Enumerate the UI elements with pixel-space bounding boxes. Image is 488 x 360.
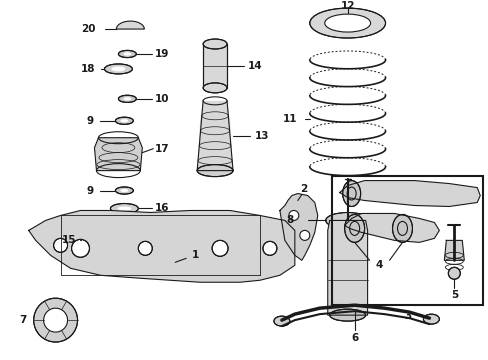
- Ellipse shape: [118, 50, 136, 58]
- Polygon shape: [344, 213, 439, 242]
- Ellipse shape: [288, 211, 298, 220]
- Ellipse shape: [423, 314, 439, 324]
- Text: 14: 14: [247, 61, 262, 71]
- Ellipse shape: [71, 239, 89, 257]
- Text: 4: 4: [375, 260, 383, 270]
- Ellipse shape: [117, 207, 131, 211]
- Polygon shape: [116, 21, 144, 29]
- Ellipse shape: [329, 309, 365, 321]
- Ellipse shape: [123, 97, 131, 100]
- Text: 2: 2: [300, 184, 307, 194]
- Ellipse shape: [80, 230, 135, 250]
- Text: 18: 18: [81, 64, 96, 74]
- Ellipse shape: [118, 95, 136, 103]
- Text: 9: 9: [87, 185, 94, 195]
- Text: 20: 20: [81, 24, 96, 34]
- Text: 13: 13: [254, 131, 268, 141]
- Polygon shape: [94, 138, 142, 171]
- Ellipse shape: [299, 230, 309, 240]
- Ellipse shape: [120, 189, 128, 192]
- Bar: [203, 44, 226, 88]
- Polygon shape: [327, 220, 367, 315]
- Text: 5: 5: [450, 290, 457, 300]
- Ellipse shape: [111, 67, 125, 71]
- Ellipse shape: [325, 212, 369, 229]
- Text: 12: 12: [340, 1, 354, 11]
- Ellipse shape: [342, 181, 360, 207]
- Ellipse shape: [34, 298, 78, 342]
- Text: 7: 7: [19, 315, 26, 325]
- Polygon shape: [197, 101, 233, 171]
- Ellipse shape: [203, 39, 226, 49]
- Text: 9: 9: [87, 116, 94, 126]
- Text: 19: 19: [155, 49, 169, 59]
- Text: 15: 15: [61, 235, 76, 246]
- Text: 16: 16: [155, 203, 169, 213]
- Polygon shape: [279, 194, 317, 260]
- Text: 6: 6: [350, 333, 358, 343]
- Ellipse shape: [197, 165, 233, 177]
- Text: 17: 17: [155, 144, 169, 154]
- Polygon shape: [339, 181, 479, 207]
- Ellipse shape: [54, 238, 67, 252]
- Text: 8: 8: [285, 215, 293, 225]
- Bar: [331, 176, 482, 305]
- Text: 11: 11: [282, 114, 297, 124]
- Bar: [203, 44, 226, 88]
- Ellipse shape: [93, 235, 121, 246]
- Ellipse shape: [110, 203, 138, 213]
- Ellipse shape: [203, 83, 226, 93]
- Text: 1: 1: [191, 250, 199, 260]
- Ellipse shape: [120, 119, 128, 122]
- Ellipse shape: [123, 53, 131, 55]
- Ellipse shape: [324, 14, 370, 32]
- Ellipse shape: [344, 215, 364, 242]
- Ellipse shape: [115, 117, 133, 124]
- Polygon shape: [444, 240, 463, 260]
- Text: 3: 3: [403, 311, 410, 321]
- Ellipse shape: [273, 316, 289, 326]
- Ellipse shape: [104, 64, 132, 74]
- Ellipse shape: [309, 8, 385, 38]
- Ellipse shape: [212, 240, 227, 256]
- Text: 10: 10: [155, 94, 169, 104]
- Ellipse shape: [263, 242, 276, 255]
- Ellipse shape: [447, 267, 459, 279]
- Polygon shape: [29, 211, 294, 282]
- Ellipse shape: [392, 215, 411, 242]
- Ellipse shape: [43, 308, 67, 332]
- Ellipse shape: [138, 242, 152, 255]
- Ellipse shape: [115, 187, 133, 194]
